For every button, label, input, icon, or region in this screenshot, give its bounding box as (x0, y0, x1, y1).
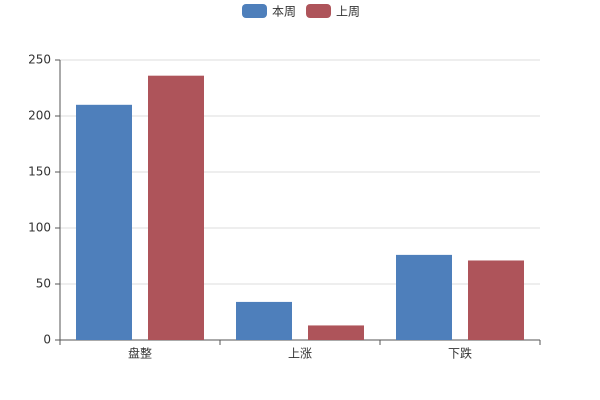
y-tick-label: 100 (28, 221, 51, 235)
x-tick-label: 下跌 (448, 346, 472, 361)
y-tick-label: 200 (28, 109, 51, 123)
legend-label: 上周 (336, 5, 360, 19)
y-tick-label: 50 (36, 277, 51, 291)
x-tick-label: 盘整 (128, 346, 152, 361)
bar (148, 75, 204, 341)
legend-label: 本周 (272, 5, 296, 19)
bar (468, 260, 524, 340)
y-tick-label: 150 (28, 165, 51, 179)
bar (308, 325, 364, 340)
bar (396, 254, 452, 340)
bar (236, 301, 292, 340)
legend-swatch (242, 4, 267, 18)
bar (76, 104, 132, 340)
x-tick-label: 上涨 (288, 346, 312, 361)
y-tick-label: 250 (28, 53, 51, 67)
y-tick-label: 0 (43, 333, 51, 347)
legend-swatch (306, 4, 332, 18)
